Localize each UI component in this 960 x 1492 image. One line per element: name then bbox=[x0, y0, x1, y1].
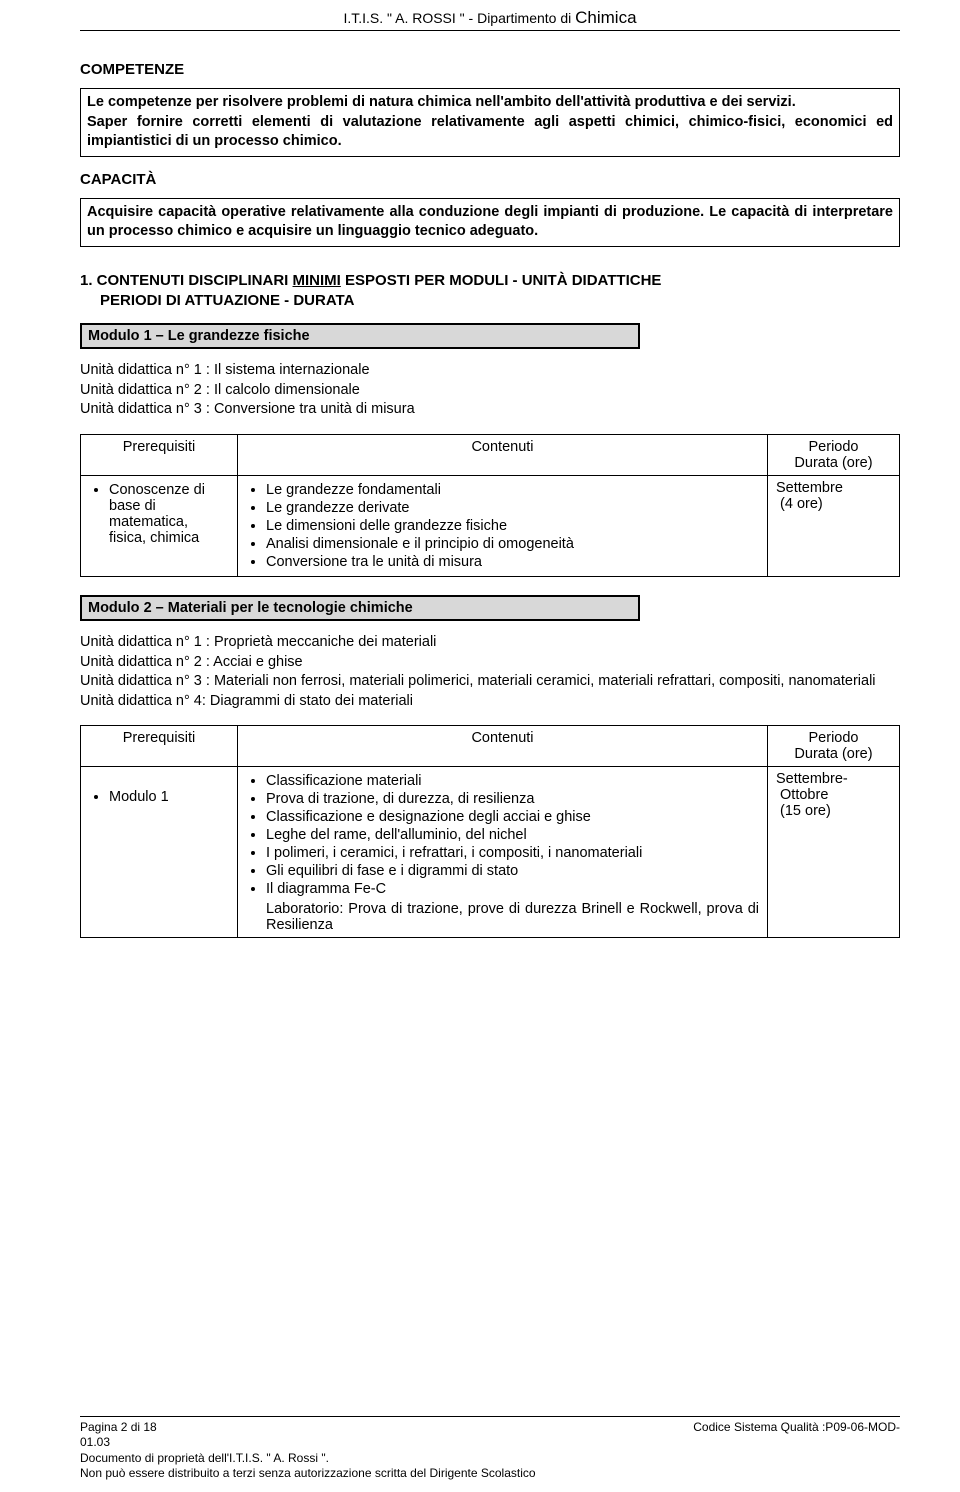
table-header-row: Prerequisiti Contenuti Periodo Durata (o… bbox=[81, 435, 900, 476]
list-item: Leghe del rame, dell'alluminio, del nich… bbox=[266, 827, 759, 843]
header-prefix: I.T.I.S. " A. ROSSI " - Dipartimento di bbox=[343, 10, 575, 26]
list-item: Gli equilibri di fase e i digrammi di st… bbox=[266, 863, 759, 879]
list-item: Analisi dimensionale e il principio di o… bbox=[266, 536, 759, 552]
th-periodo-l1: Periodo bbox=[809, 730, 859, 746]
list-item: I polimeri, i ceramici, i refrattari, i … bbox=[266, 845, 759, 861]
th-contenuti: Contenuti bbox=[238, 435, 768, 476]
competenze-title: COMPETENZE bbox=[80, 61, 900, 78]
list-item: Le grandezze derivate bbox=[266, 500, 759, 516]
footer-page: Pagina 2 di 18 bbox=[80, 1420, 157, 1436]
m1-periodo-cell: Settembre (4 ore) bbox=[768, 476, 900, 577]
competenze-text: Le competenze per risolvere problemi di … bbox=[87, 94, 893, 149]
table-row: Conoscenze di base di matematica, fisica… bbox=[81, 476, 900, 577]
modulo2-bar: Modulo 2 – Materiali per le tecnologie c… bbox=[80, 595, 640, 621]
m1-contenuti-cell: Le grandezze fondamentali Le grandezze d… bbox=[238, 476, 768, 577]
modulo2-unita: Unità didattica n° 1 : Proprietà meccani… bbox=[80, 633, 900, 711]
m2-durata: (15 ore) bbox=[780, 803, 831, 819]
footer-l2: 01.03 bbox=[80, 1435, 900, 1451]
list-item: Conoscenze di base di matematica, fisica… bbox=[109, 482, 229, 546]
contenuti-h-min: MINIMI bbox=[293, 272, 341, 289]
table-header-row: Prerequisiti Contenuti Periodo Durata (o… bbox=[81, 726, 900, 767]
th-prereq: Prerequisiti bbox=[81, 726, 238, 767]
m2-prereq-cell: Modulo 1 bbox=[81, 767, 238, 938]
header-rule bbox=[80, 30, 900, 31]
footer-l3: Documento di proprietà dell'I.T.I.S. " A… bbox=[80, 1451, 900, 1467]
modulo2-table: Prerequisiti Contenuti Periodo Durata (o… bbox=[80, 725, 900, 938]
th-periodo-l1: Periodo bbox=[809, 439, 859, 455]
contenuti-h-1b: ESPOSTI PER MODULI - UNITÀ DIDATTICHE bbox=[341, 272, 662, 289]
m2-periodo-cell: Settembre- Ottobre (15 ore) bbox=[768, 767, 900, 938]
list-item: Classificazione materiali bbox=[266, 773, 759, 789]
m2-contenuti-cell: Classificazione materiali Prova di trazi… bbox=[238, 767, 768, 938]
competenze-box: Le competenze per risolvere problemi di … bbox=[80, 88, 900, 157]
capacita-text: Acquisire capacità operative relativamen… bbox=[87, 204, 893, 240]
table-row: Modulo 1 Classificazione materiali Prova… bbox=[81, 767, 900, 938]
capacita-title: CAPACITÀ bbox=[80, 171, 900, 188]
list-item: Modulo 1 bbox=[109, 789, 229, 805]
footer-code: Codice Sistema Qualità :P09-06-MOD- bbox=[693, 1420, 900, 1436]
th-periodo: Periodo Durata (ore) bbox=[768, 726, 900, 767]
list-item: Le grandezze fondamentali bbox=[266, 482, 759, 498]
m1-periodo: Settembre bbox=[776, 480, 843, 496]
th-prereq: Prerequisiti bbox=[81, 435, 238, 476]
m2-periodo2: Ottobre bbox=[780, 787, 828, 803]
contenuti-h-1: 1. CONTENUTI DISCIPLINARI bbox=[80, 272, 293, 289]
header-dept: Chimica bbox=[575, 8, 636, 27]
list-item: Il diagramma Fe-C bbox=[266, 881, 759, 897]
th-durata: Durata (ore) bbox=[794, 455, 872, 471]
footer-l4: Non può essere distribuito a terzi senza… bbox=[80, 1466, 900, 1482]
m1-prereq-cell: Conoscenze di base di matematica, fisica… bbox=[81, 476, 238, 577]
m1-durata: (4 ore) bbox=[780, 496, 823, 512]
m2-periodo: Settembre- bbox=[776, 771, 848, 787]
th-contenuti: Contenuti bbox=[238, 726, 768, 767]
footer-rule bbox=[80, 1416, 900, 1417]
list-item: Le dimensioni delle grandezze fisiche bbox=[266, 518, 759, 534]
modulo1-unita: Unità didattica n° 1 : Il sistema intern… bbox=[80, 361, 900, 420]
page-footer: Pagina 2 di 18 Codice Sistema Qualità :P… bbox=[80, 1416, 900, 1482]
list-item: Classificazione e designazione degli acc… bbox=[266, 809, 759, 825]
th-periodo: Periodo Durata (ore) bbox=[768, 435, 900, 476]
m2-lab: Laboratorio: Prova di trazione, prove di… bbox=[266, 901, 759, 933]
page-header: I.T.I.S. " A. ROSSI " - Dipartimento di … bbox=[80, 0, 900, 28]
capacita-box: Acquisire capacità operative relativamen… bbox=[80, 198, 900, 247]
modulo1-table: Prerequisiti Contenuti Periodo Durata (o… bbox=[80, 434, 900, 577]
list-item: Prova di trazione, di durezza, di resili… bbox=[266, 791, 759, 807]
list-item: Conversione tra le unità di misura bbox=[266, 554, 759, 570]
contenuti-heading: 1. CONTENUTI DISCIPLINARI MINIMI ESPOSTI… bbox=[80, 271, 900, 312]
modulo1-bar: Modulo 1 – Le grandezze fisiche bbox=[80, 323, 640, 349]
contenuti-h-2: PERIODI DI ATTUAZIONE - DURATA bbox=[80, 292, 354, 309]
th-durata: Durata (ore) bbox=[794, 746, 872, 762]
